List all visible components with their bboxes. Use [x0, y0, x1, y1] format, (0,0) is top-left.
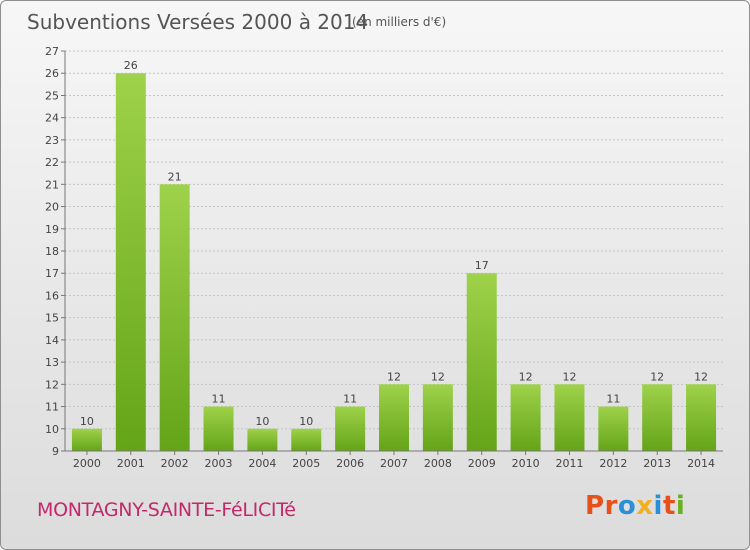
y-tick-label: 24	[45, 112, 59, 125]
y-tick-label: 10	[45, 423, 59, 436]
data-label: 12	[562, 370, 576, 383]
x-axis: 2000 2001 2002 2003 2004 2005 2006 2007 2008 2009…	[65, 450, 723, 470]
bar	[203, 406, 234, 451]
logo-letter: P	[585, 491, 605, 521]
x-tick-label: 2010	[512, 457, 540, 470]
logo-letter: r	[604, 491, 618, 521]
y-tick-label: 20	[45, 201, 59, 214]
data-label: 21	[168, 170, 182, 183]
x-tick-label: 2014	[687, 457, 715, 470]
y-axis: 9 10 11 12 13 14 15 16 17 18 19 20 21 22 23 24 25 26 27	[45, 45, 66, 458]
data-label: 26	[124, 59, 138, 72]
data-label: 12	[519, 370, 533, 383]
bar	[291, 428, 322, 451]
chart-subtitle: (en milliers d'€)	[352, 15, 447, 29]
x-tick-label: 2008	[424, 457, 452, 470]
x-tick-label: 2007	[380, 457, 408, 470]
data-label: 12	[387, 370, 401, 383]
logo-letter: x	[636, 491, 654, 521]
y-tick-label: 9	[52, 445, 59, 458]
x-tick-label: 2005	[292, 457, 320, 470]
x-tick-label: 2013	[643, 457, 671, 470]
y-tick-label: 22	[45, 156, 59, 169]
y-tick-label: 13	[45, 356, 59, 369]
x-tick-label: 2000	[73, 457, 101, 470]
y-tick-label: 15	[45, 312, 59, 325]
y-tick-label: 25	[45, 89, 59, 102]
y-tick-label: 11	[45, 401, 59, 414]
commune-name: MONTAGNY-SAINTE-FéLICITé	[37, 499, 296, 521]
data-label: 12	[650, 370, 664, 383]
y-tick-label: 23	[45, 134, 59, 147]
bars	[71, 73, 717, 452]
proxiti-logo: Proxiti	[585, 491, 685, 521]
bar	[422, 384, 453, 451]
data-labels: 10 26 21 11 10 10 11 12 12 17 12 12 11 12 12	[80, 59, 708, 428]
x-tick-label: 2004	[248, 457, 276, 470]
bar	[642, 384, 673, 451]
bar	[686, 384, 717, 451]
x-tick-label: 2009	[468, 457, 496, 470]
data-label: 11	[212, 393, 226, 406]
bar	[247, 428, 278, 451]
logo-letter: o	[617, 491, 637, 521]
data-label: 11	[606, 393, 620, 406]
data-label: 12	[431, 370, 445, 383]
data-label: 10	[299, 415, 313, 428]
y-tick-label: 12	[45, 378, 59, 391]
logo-letter: t	[662, 491, 676, 521]
bar	[379, 384, 409, 451]
logo-letter: i	[653, 491, 663, 521]
bar	[510, 384, 541, 451]
y-tick-label: 21	[45, 178, 59, 191]
bar	[466, 273, 497, 451]
y-tick-label: 19	[45, 223, 59, 236]
logo-letter: i	[675, 491, 686, 521]
y-tick-label: 16	[45, 289, 59, 302]
y-tick-label: 17	[45, 267, 59, 280]
data-label: 17	[475, 259, 489, 272]
bar	[554, 384, 585, 451]
y-tick-label: 14	[45, 334, 59, 347]
chart-title: Subventions Versées 2000 à 2014	[27, 10, 369, 34]
x-tick-label: 2001	[117, 457, 145, 470]
bar	[115, 73, 146, 451]
data-label: 10	[80, 415, 94, 428]
y-tick-label: 26	[45, 67, 59, 80]
x-tick-label: 2012	[599, 457, 627, 470]
bar	[71, 428, 102, 451]
bar	[159, 184, 190, 452]
data-label: 10	[255, 415, 269, 428]
x-tick-label: 2006	[336, 457, 364, 470]
y-tick-label: 27	[45, 45, 59, 58]
x-tick-label: 2011	[555, 457, 583, 470]
data-label: 12	[694, 370, 708, 383]
bar	[335, 406, 366, 451]
x-tick-label: 2002	[161, 457, 189, 470]
x-tick-label: 2003	[205, 457, 233, 470]
data-label: 11	[343, 393, 357, 406]
bar	[598, 406, 629, 451]
y-tick-label: 18	[45, 245, 59, 258]
